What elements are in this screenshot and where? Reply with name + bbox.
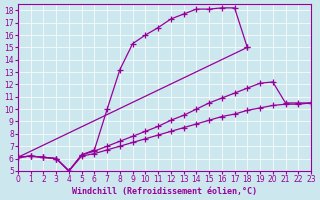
- X-axis label: Windchill (Refroidissement éolien,°C): Windchill (Refroidissement éolien,°C): [72, 187, 257, 196]
